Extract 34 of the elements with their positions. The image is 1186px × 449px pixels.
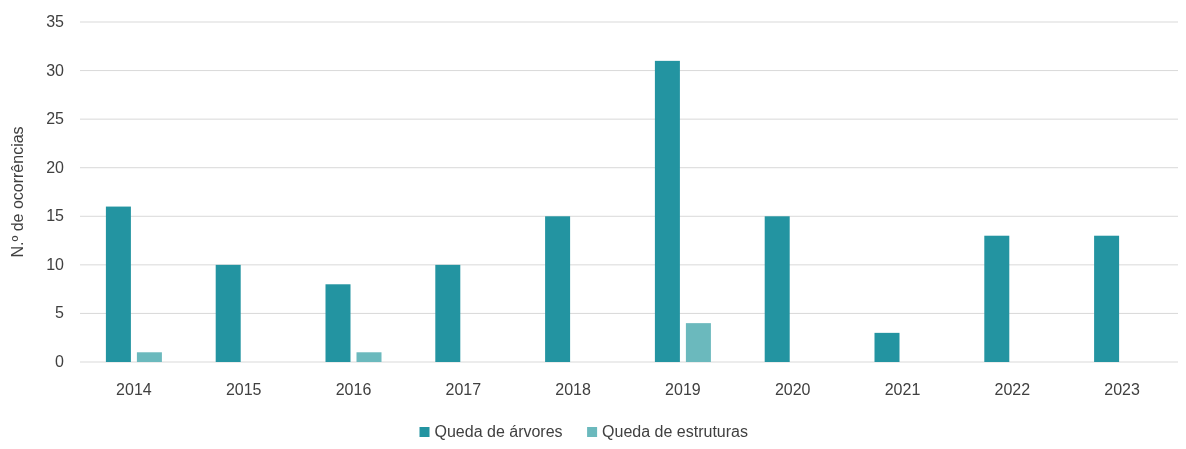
bar: [685, 323, 711, 362]
x-tick-label: 2021: [884, 381, 921, 398]
x-tick-label: 2017: [445, 381, 482, 398]
y-tick-label: 35: [46, 13, 65, 30]
y-tick-label: 15: [46, 207, 65, 225]
bar: [435, 264, 461, 362]
bar: [105, 206, 131, 362]
legend-label: Queda de árvores: [434, 423, 563, 440]
x-tick-label: 2016: [335, 381, 372, 398]
x-tick-label: 2023: [1104, 381, 1140, 398]
x-tick-label: 2022: [994, 381, 1031, 398]
legend-label: Queda de estruturas: [602, 423, 748, 440]
bar: [984, 235, 1010, 362]
bar: [356, 352, 382, 362]
x-tick-label: 2015: [225, 381, 262, 398]
x-tick-label: 2019: [665, 381, 701, 398]
bar: [215, 264, 241, 362]
bar: [325, 284, 351, 362]
y-tick-label: 5: [55, 304, 65, 322]
bar: [874, 332, 900, 362]
bar: [545, 216, 571, 362]
bar: [136, 352, 162, 362]
y-tick-label: 25: [46, 110, 65, 128]
x-tick-label: 2018: [555, 381, 591, 398]
bar: [764, 216, 790, 362]
y-tick-label: 0: [55, 353, 65, 370]
y-tick-label: 10: [46, 255, 65, 273]
bar: [654, 60, 680, 362]
y-tick-label: 30: [46, 61, 65, 79]
y-axis-title: N.º de ocorrências: [9, 126, 26, 258]
bar: [1094, 235, 1120, 362]
y-tick-label: 20: [46, 158, 65, 176]
x-tick-label: 2020: [774, 381, 811, 398]
x-tick-label: 2014: [116, 381, 152, 398]
